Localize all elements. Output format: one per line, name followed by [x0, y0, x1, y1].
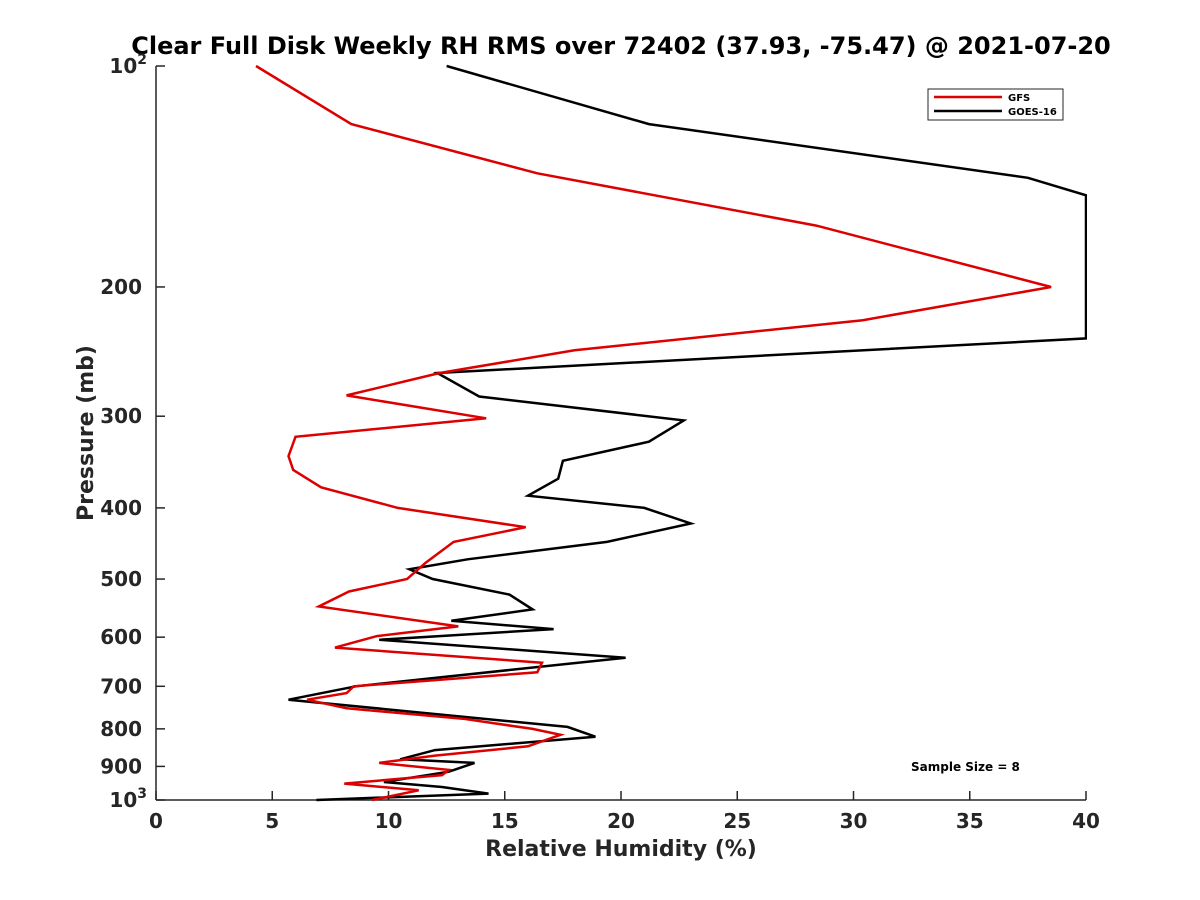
- y-tick-label: 103: [109, 786, 147, 812]
- chart-title: Clear Full Disk Weekly RH RMS over 72402…: [131, 32, 1111, 60]
- x-tick-label: 20: [607, 809, 635, 833]
- x-ticks: 0 5 10 15 20 25 30 35 40: [149, 791, 1100, 833]
- x-tick-label: 30: [840, 809, 868, 833]
- x-tick-label: 0: [149, 809, 163, 833]
- x-tick-label: 25: [723, 809, 751, 833]
- x-tick-label: 40: [1072, 809, 1100, 833]
- x-tick-label: 10: [375, 809, 403, 833]
- y-tick-label: 200: [100, 275, 142, 299]
- y-tick-label: 102: [109, 52, 147, 78]
- y-tick-label: 300: [100, 404, 142, 428]
- legend-label-gfs: GFS: [1008, 93, 1030, 104]
- x-tick-label: 15: [491, 809, 519, 833]
- sample-size-annotation: Sample Size = 8: [911, 760, 1020, 774]
- legend-box: [927, 88, 1064, 121]
- y-ticks: 102 200 300 400 500 600 700 800 900 103: [100, 52, 165, 812]
- x-axis-label: Relative Humidity (%): [485, 837, 757, 862]
- y-tick-label: 700: [100, 674, 142, 698]
- y-tick-label: 500: [100, 567, 142, 591]
- x-tick-label: 35: [956, 809, 984, 833]
- y-tick-label: 900: [100, 754, 142, 778]
- y-axis-label: Pressure (mb): [74, 345, 99, 521]
- series-line-gfs: [255, 64, 1052, 802]
- series-layer: [255, 64, 1087, 802]
- y-tick-label: 400: [100, 496, 142, 520]
- y-tick-label: 800: [100, 717, 142, 741]
- legend: GFS GOES-16: [927, 88, 1064, 121]
- legend-label-goes16: GOES-16: [1008, 107, 1057, 118]
- x-tick-label: 5: [265, 809, 279, 833]
- y-tick-label: 600: [100, 625, 142, 649]
